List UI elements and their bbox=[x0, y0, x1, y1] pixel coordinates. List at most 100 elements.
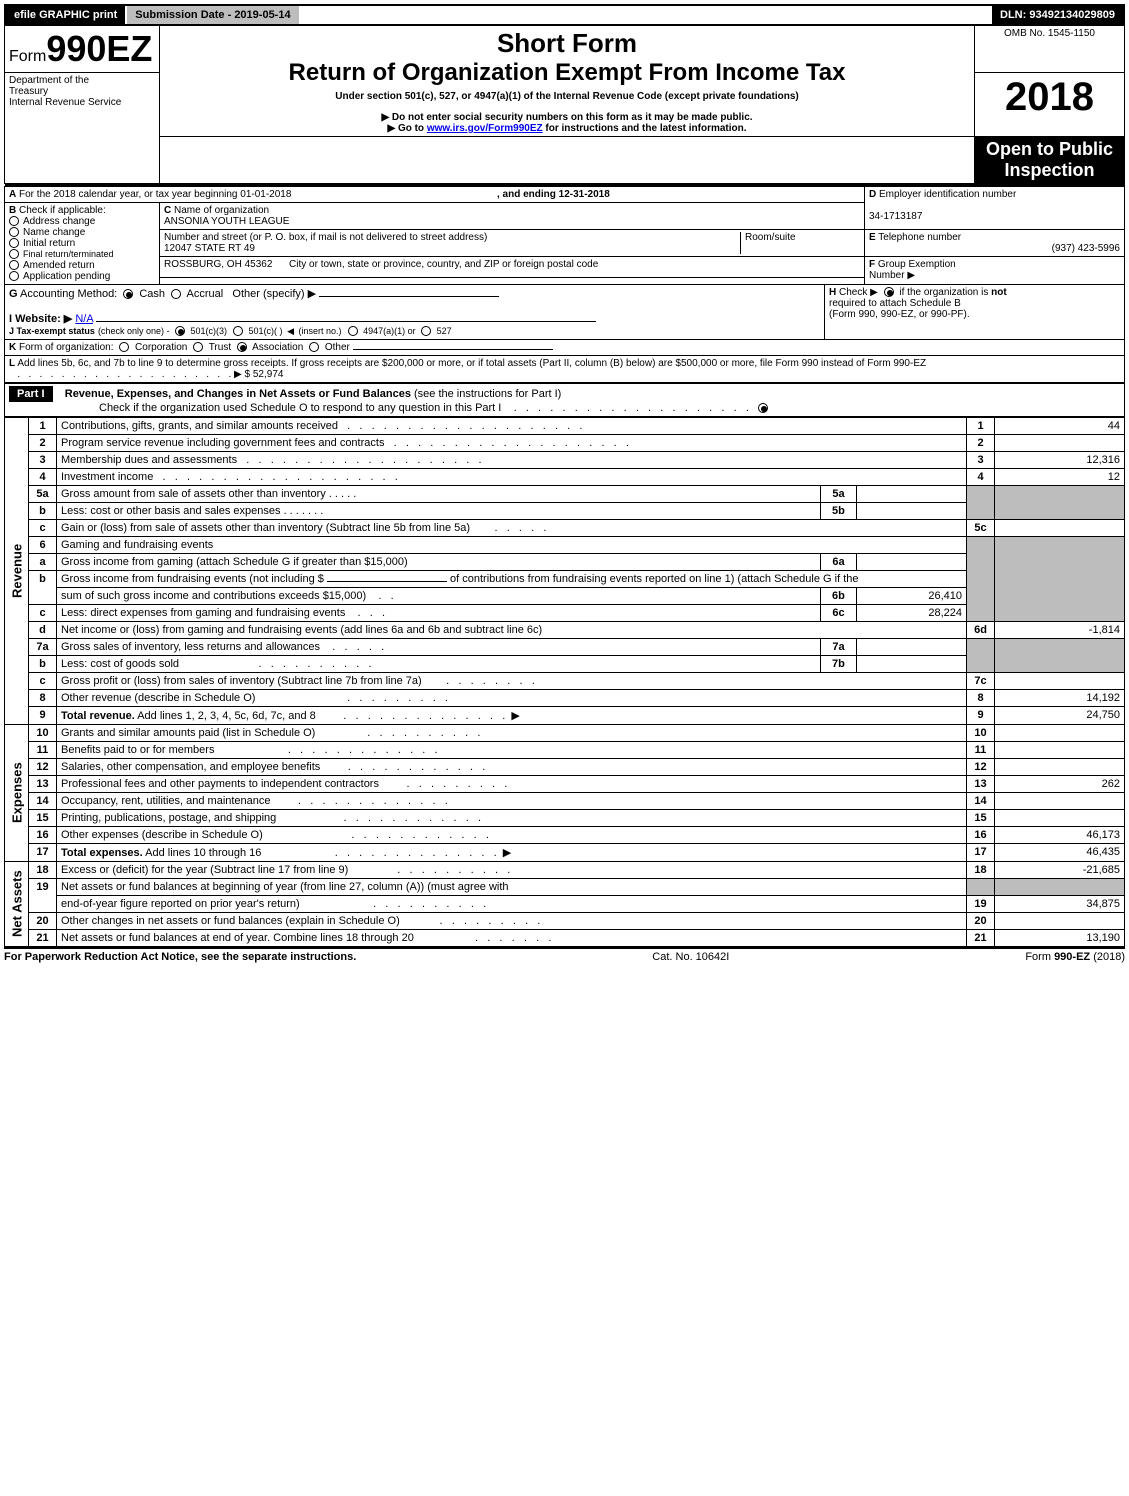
street-label: Number and street (or P. O. box, if mail… bbox=[164, 232, 487, 243]
line-16-amount: 46,173 bbox=[995, 826, 1125, 843]
text-A: For the 2018 calendar year, or tax year … bbox=[16, 189, 291, 200]
line-9-amount: 24,750 bbox=[995, 706, 1125, 724]
radio-527[interactable] bbox=[421, 326, 431, 336]
line-21: 21 Net assets or fund balances at end of… bbox=[5, 929, 1125, 946]
line-1-text: Contributions, gifts, grants, and simila… bbox=[61, 420, 338, 432]
radio-trust[interactable] bbox=[193, 342, 203, 352]
header-table: Form990EZ Short Form Return of Organizat… bbox=[4, 26, 1125, 184]
line-21-amount: 13,190 bbox=[995, 929, 1125, 946]
label-E: E bbox=[869, 232, 876, 243]
line-5b-mid-amount bbox=[856, 502, 966, 519]
org-name: ANSONIA YOUTH LEAGUE bbox=[164, 216, 289, 227]
dept-line1: Department of the bbox=[9, 75, 89, 86]
footer-mid: Cat. No. 10642I bbox=[652, 951, 729, 963]
goto-prefix: ▶ Go to bbox=[387, 123, 426, 134]
line-13: 13 Professional fees and other payments … bbox=[5, 775, 1125, 792]
label-cash: Cash bbox=[136, 288, 165, 300]
checkbox-application-pending[interactable] bbox=[9, 271, 19, 281]
label-insert: (insert no.) bbox=[296, 326, 342, 336]
line-12-amount bbox=[995, 758, 1125, 775]
return-title: Return of Organization Exempt From Incom… bbox=[164, 59, 970, 87]
line-5c-amount bbox=[995, 519, 1125, 536]
radio-other-org[interactable] bbox=[309, 342, 319, 352]
line-15-text: Printing, publications, postage, and shi… bbox=[61, 812, 276, 824]
checkbox-initial-return[interactable] bbox=[9, 238, 19, 248]
goto-link[interactable]: www.irs.gov/Form990EZ bbox=[427, 123, 543, 134]
text-H-not: not bbox=[991, 287, 1007, 298]
tax-year: 2018 bbox=[975, 73, 1125, 137]
line-17-text: Add lines 10 through 16 bbox=[143, 847, 262, 859]
radio-cash[interactable] bbox=[123, 289, 133, 299]
line-6c-text: Less: direct expenses from gaming and fu… bbox=[61, 607, 345, 619]
line-9-text: Add lines 1, 2, 3, 4, 5c, 6d, 7c, and 8 bbox=[135, 710, 316, 722]
line-19-amount: 34,875 bbox=[995, 895, 1125, 912]
part1-header: Part I Revenue, Expenses, and Changes in… bbox=[4, 383, 1125, 417]
room-label: Room/suite bbox=[745, 232, 796, 243]
checkbox-schedule-o[interactable] bbox=[758, 403, 768, 413]
label-501c: 501(c)( ) bbox=[246, 326, 285, 336]
text-F-label2: Number bbox=[869, 270, 907, 281]
omb-number: OMB No. 1545-1150 bbox=[975, 26, 1125, 73]
ein-value: 34-1713187 bbox=[869, 211, 922, 222]
checkbox-final-return[interactable] bbox=[9, 249, 19, 259]
revenue-label: Revenue bbox=[5, 417, 29, 724]
text-H2: if the organization is bbox=[899, 287, 991, 298]
line-14-amount bbox=[995, 792, 1125, 809]
line-6a-text: Gross income from gaming (attach Schedul… bbox=[61, 556, 408, 568]
radio-H[interactable] bbox=[884, 287, 894, 297]
text-H: Check ▶ bbox=[836, 287, 880, 298]
line-19b: end-of-year figure reported on prior yea… bbox=[5, 895, 1125, 912]
line-10-amount bbox=[995, 724, 1125, 741]
city-label: City or town, state or province, country… bbox=[289, 259, 598, 270]
radio-501c3[interactable] bbox=[175, 326, 185, 336]
line-6-text: Gaming and fundraising events bbox=[61, 539, 213, 551]
label-address-change: Address change bbox=[23, 216, 95, 227]
lines-table: Revenue 1 Contributions, gifts, grants, … bbox=[4, 417, 1125, 947]
short-form-title: Short Form bbox=[164, 28, 970, 59]
checkbox-name-change[interactable] bbox=[9, 227, 19, 237]
label-application-pending: Application pending bbox=[23, 271, 110, 282]
line-16-text: Other expenses (describe in Schedule O) bbox=[61, 829, 263, 841]
footer-left: For Paperwork Reduction Act Notice, see … bbox=[4, 951, 356, 963]
form-prefix: Form bbox=[9, 48, 46, 65]
line-17-textb: Total expenses. bbox=[61, 847, 143, 859]
label-association: Association bbox=[250, 342, 303, 353]
checkbox-amended-return[interactable] bbox=[9, 260, 19, 270]
line-13-text: Professional fees and other payments to … bbox=[61, 778, 379, 790]
text-G: Accounting Method: bbox=[18, 288, 121, 300]
line-8: 8 Other revenue (describe in Schedule O)… bbox=[5, 689, 1125, 706]
line-6b-1: b Gross income from fundraising events (… bbox=[5, 570, 1125, 587]
efile-print-button[interactable]: efile GRAPHIC print bbox=[6, 6, 127, 24]
dept-line3: Internal Revenue Service bbox=[9, 97, 121, 108]
label-name-change: Name change bbox=[23, 227, 85, 238]
line-7b-mid-amount bbox=[856, 655, 966, 672]
radio-corporation[interactable] bbox=[119, 342, 129, 352]
part1-label: Part I bbox=[9, 386, 53, 402]
line-15: 15 Printing, publications, postage, and … bbox=[5, 809, 1125, 826]
label-corporation: Corporation bbox=[132, 342, 187, 353]
part1-title: Revenue, Expenses, and Changes in Net As… bbox=[65, 388, 411, 400]
radio-association[interactable] bbox=[237, 342, 247, 352]
line-6d-text: Net income or (loss) from gaming and fun… bbox=[61, 624, 542, 636]
checkbox-address-change[interactable] bbox=[9, 216, 19, 226]
line-2: 2 Program service revenue including gove… bbox=[5, 434, 1125, 451]
goto-suffix: for instructions and the latest informat… bbox=[543, 123, 747, 134]
line-20-text: Other changes in net assets or fund bala… bbox=[61, 915, 400, 927]
line-14: 14 Occupancy, rent, utilities, and maint… bbox=[5, 792, 1125, 809]
radio-accrual[interactable] bbox=[171, 289, 181, 299]
line-18: Net Assets 18 Excess or (deficit) for th… bbox=[5, 861, 1125, 878]
radio-4947[interactable] bbox=[348, 326, 358, 336]
line-20: 20 Other changes in net assets or fund b… bbox=[5, 912, 1125, 929]
entity-info-table: A For the 2018 calendar year, or tax yea… bbox=[4, 184, 1125, 285]
line-5a-mid-amount bbox=[856, 485, 966, 502]
line-10-text: Grants and similar amounts paid (list in… bbox=[61, 727, 315, 739]
dept-line2: Treasury bbox=[9, 86, 48, 97]
website-link[interactable]: N/A bbox=[75, 313, 93, 325]
line-18-text: Excess or (deficit) for the year (Subtra… bbox=[61, 864, 348, 876]
line-5a-text: Gross amount from sale of assets other t… bbox=[61, 488, 326, 500]
label-J: J Tax-exempt status bbox=[9, 326, 95, 336]
radio-501c[interactable] bbox=[233, 326, 243, 336]
top-bar: efile GRAPHIC print Submission Date - 20… bbox=[4, 4, 1125, 26]
line-6c: c Less: direct expenses from gaming and … bbox=[5, 604, 1125, 621]
no-ssn-notice: ▶ Do not enter social security numbers o… bbox=[164, 112, 970, 123]
